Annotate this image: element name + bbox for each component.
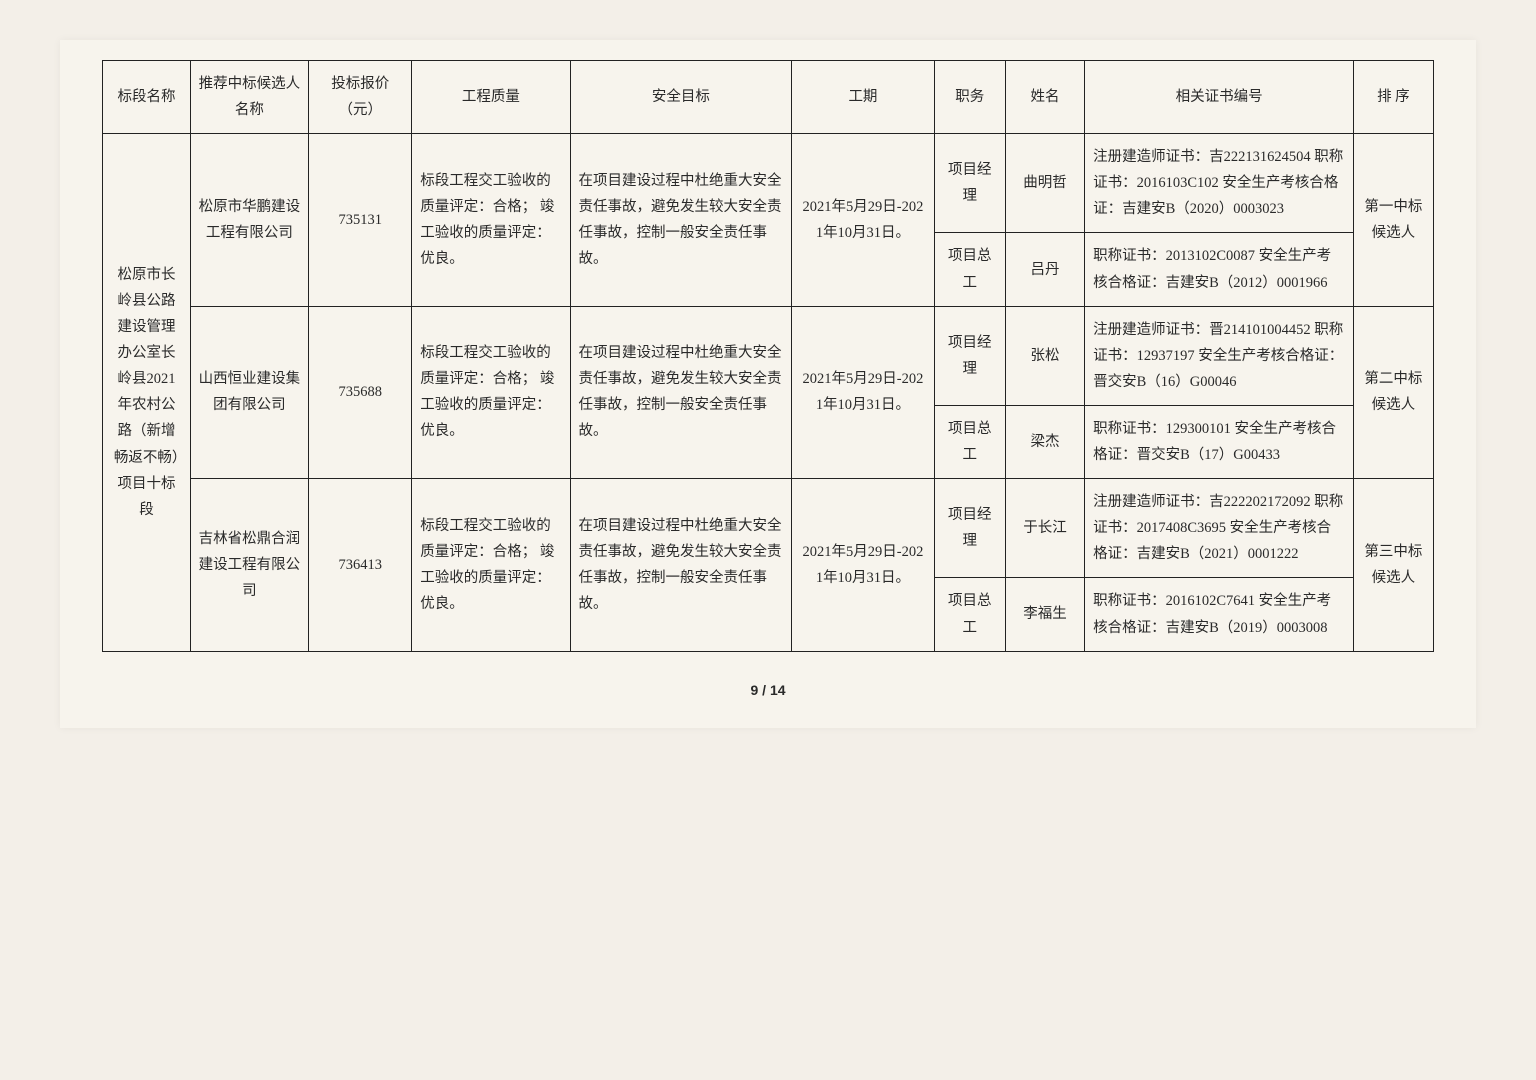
person-cert: 职称证书：2013102C0087 安全生产考核合格证：吉建安B（2012）00… (1085, 233, 1354, 306)
th-candidate: 推荐中标候选人名称 (190, 61, 309, 134)
th-quality: 工程质量 (412, 61, 570, 134)
bid-candidates-table: 标段名称 推荐中标候选人名称 投标报价（元） 工程质量 安全目标 工期 职务 姓… (102, 60, 1433, 652)
candidate-company: 松原市华鹏建设工程有限公司 (190, 134, 309, 306)
person-role: 项目经理 (934, 134, 1005, 233)
person-role: 项目经理 (934, 479, 1005, 578)
person-name: 梁杰 (1005, 405, 1084, 478)
candidate-price: 735688 (309, 306, 412, 478)
candidate-price: 736413 (309, 479, 412, 651)
person-cert: 职称证书：2016102C7641 安全生产考核合格证：吉建安B（2019）00… (1085, 578, 1354, 651)
person-cert: 注册建造师证书：晋214101004452 职称证书：12937197 安全生产… (1085, 306, 1354, 405)
person-name: 曲明哲 (1005, 134, 1084, 233)
th-section: 标段名称 (103, 61, 190, 134)
section-name-cell: 松原市长岭县公路建设管理办公室长岭县2021年农村公路（新增畅返不畅）项目十标段 (103, 134, 190, 651)
th-cert: 相关证书编号 (1085, 61, 1354, 134)
th-role: 职务 (934, 61, 1005, 134)
candidate-period: 2021年5月29日-2021年10月31日。 (792, 306, 934, 478)
person-cert: 注册建造师证书：吉222131624504 职称证书：2016103C102 安… (1085, 134, 1354, 233)
candidate-quality: 标段工程交工验收的质量评定：合格； 竣工验收的质量评定：优良。 (412, 306, 570, 478)
candidate-rank: 第一中标候选人 (1354, 134, 1433, 306)
th-name: 姓名 (1005, 61, 1084, 134)
candidate-period: 2021年5月29日-2021年10月31日。 (792, 479, 934, 651)
person-role: 项目总工 (934, 578, 1005, 651)
person-cert: 职称证书：129300101 安全生产考核合格证：晋交安B（17）G00433 (1085, 405, 1354, 478)
candidate-safety: 在项目建设过程中杜绝重大安全责任事故，避免发生较大安全责任事故，控制一般安全责任… (570, 479, 792, 651)
person-name: 吕丹 (1005, 233, 1084, 306)
candidate-rank: 第三中标候选人 (1354, 479, 1433, 651)
th-safety: 安全目标 (570, 61, 792, 134)
person-role: 项目总工 (934, 233, 1005, 306)
candidate-quality: 标段工程交工验收的质量评定：合格； 竣工验收的质量评定：优良。 (412, 479, 570, 651)
candidate-rank: 第二中标候选人 (1354, 306, 1433, 478)
candidate-company: 山西恒业建设集团有限公司 (190, 306, 309, 478)
person-name: 李福生 (1005, 578, 1084, 651)
th-rank: 排 序 (1354, 61, 1433, 134)
page-number: 9 / 14 (60, 682, 1476, 698)
person-role: 项目总工 (934, 405, 1005, 478)
table-row: 山西恒业建设集团有限公司 735688 标段工程交工验收的质量评定：合格； 竣工… (103, 306, 1433, 405)
person-role: 项目经理 (934, 306, 1005, 405)
table-row: 松原市长岭县公路建设管理办公室长岭县2021年农村公路（新增畅返不畅）项目十标段… (103, 134, 1433, 233)
candidate-quality: 标段工程交工验收的质量评定：合格； 竣工验收的质量评定：优良。 (412, 134, 570, 306)
candidate-safety: 在项目建设过程中杜绝重大安全责任事故，避免发生较大安全责任事故，控制一般安全责任… (570, 134, 792, 306)
candidate-company: 吉林省松鼎合润建设工程有限公司 (190, 479, 309, 651)
th-period: 工期 (792, 61, 934, 134)
candidate-safety: 在项目建设过程中杜绝重大安全责任事故，避免发生较大安全责任事故，控制一般安全责任… (570, 306, 792, 478)
person-name: 张松 (1005, 306, 1084, 405)
candidate-period: 2021年5月29日-2021年10月31日。 (792, 134, 934, 306)
document-page: 标段名称 推荐中标候选人名称 投标报价（元） 工程质量 安全目标 工期 职务 姓… (60, 40, 1476, 728)
th-price: 投标报价（元） (309, 61, 412, 134)
candidate-price: 735131 (309, 134, 412, 306)
person-name: 于长江 (1005, 479, 1084, 578)
table-header-row: 标段名称 推荐中标候选人名称 投标报价（元） 工程质量 安全目标 工期 职务 姓… (103, 61, 1433, 134)
person-cert: 注册建造师证书：吉222202172092 职称证书：2017408C3695 … (1085, 479, 1354, 578)
table-row: 吉林省松鼎合润建设工程有限公司 736413 标段工程交工验收的质量评定：合格；… (103, 479, 1433, 578)
